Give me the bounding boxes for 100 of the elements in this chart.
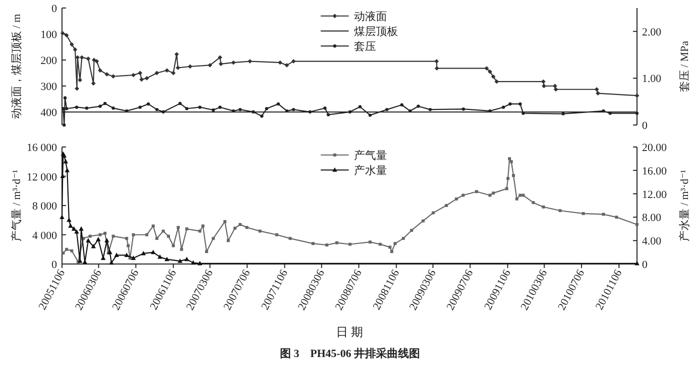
- point: [596, 91, 600, 96]
- point: [634, 260, 640, 266]
- point: [86, 56, 90, 61]
- point: [154, 70, 160, 76]
- point: [278, 60, 282, 65]
- point: [635, 112, 639, 115]
- point: [150, 250, 156, 254]
- point: [634, 93, 640, 98]
- x-axis-title: 日 期: [336, 325, 363, 339]
- point: [594, 87, 599, 92]
- point: [62, 123, 66, 127]
- point: [212, 108, 215, 112]
- y-tick-label: 8 000: [32, 200, 58, 212]
- y-axis-title: 动液面，煤层顶板 / m: [10, 14, 23, 120]
- point: [141, 250, 146, 256]
- point: [488, 70, 492, 74]
- point: [484, 66, 489, 71]
- y2-tick-label: 16.00: [642, 165, 668, 178]
- point: [131, 72, 136, 78]
- point: [71, 226, 76, 231]
- point: [64, 33, 69, 38]
- y-tick-label: 12 000: [26, 171, 58, 184]
- point: [541, 79, 546, 84]
- legend-label: 产气量: [354, 149, 387, 162]
- point: [164, 256, 170, 262]
- y2-axis-title: 产水量 / m³·d⁻¹: [678, 170, 691, 242]
- point: [68, 223, 73, 228]
- point: [138, 106, 142, 109]
- y2-tick-label: 2.00: [642, 26, 662, 38]
- point: [104, 72, 110, 76]
- point: [434, 59, 439, 64]
- point: [416, 104, 420, 108]
- point: [385, 108, 388, 112]
- point: [64, 168, 70, 172]
- point: [292, 108, 296, 112]
- point: [112, 106, 115, 110]
- point: [91, 244, 96, 248]
- point: [164, 68, 170, 73]
- point: [109, 260, 114, 265]
- point: [184, 256, 190, 262]
- point: [178, 102, 182, 106]
- point: [176, 66, 180, 70]
- point: [231, 60, 236, 65]
- point: [60, 31, 65, 36]
- point: [284, 63, 290, 68]
- point: [114, 252, 119, 258]
- y-axis-title: 产气量 / m³·d⁻¹: [10, 170, 23, 242]
- point: [400, 103, 404, 106]
- point: [218, 106, 222, 109]
- point: [218, 62, 224, 66]
- point: [94, 59, 99, 64]
- point: [107, 250, 112, 254]
- point: [238, 108, 242, 112]
- point: [368, 114, 372, 117]
- legend-label: 产水量: [354, 164, 387, 177]
- point: [64, 107, 68, 110]
- point: [552, 84, 558, 88]
- point: [162, 110, 165, 114]
- y-tick-label: 200: [40, 55, 58, 67]
- point: [542, 84, 546, 88]
- point: [92, 58, 96, 62]
- point: [96, 236, 101, 242]
- point: [494, 79, 499, 84]
- point: [174, 52, 179, 56]
- point: [218, 55, 222, 60]
- point: [178, 258, 182, 263]
- point: [63, 159, 68, 164]
- point: [138, 70, 142, 76]
- point: [265, 107, 268, 110]
- y2-tick-label: 0: [642, 259, 648, 271]
- point: [100, 256, 106, 260]
- point: [98, 104, 102, 108]
- point: [78, 78, 82, 82]
- point: [70, 42, 74, 47]
- point: [252, 110, 255, 114]
- point: [502, 106, 505, 109]
- point: [248, 59, 252, 64]
- point: [428, 108, 432, 112]
- point: [111, 74, 116, 79]
- point: [103, 102, 107, 106]
- point: [130, 256, 136, 260]
- y2-tick-label: 8.00: [642, 212, 662, 224]
- y-tick-label: 0: [52, 259, 58, 271]
- point: [144, 76, 149, 80]
- y-tick-label: 300: [40, 81, 58, 93]
- point: [491, 74, 496, 79]
- point: [188, 64, 192, 69]
- point: [146, 102, 150, 106]
- y2-tick-label: 12.00: [642, 188, 668, 201]
- y2-tick-label: 4.00: [642, 236, 662, 248]
- point: [462, 107, 466, 111]
- point: [74, 86, 80, 91]
- point: [158, 254, 162, 259]
- point: [86, 238, 91, 242]
- y-tick-label: 100: [40, 29, 58, 41]
- caption: 图 3 PH45-06 井排采曲线图: [280, 347, 420, 360]
- point: [85, 106, 88, 110]
- point: [562, 112, 565, 116]
- point: [190, 260, 196, 265]
- point: [98, 68, 102, 73]
